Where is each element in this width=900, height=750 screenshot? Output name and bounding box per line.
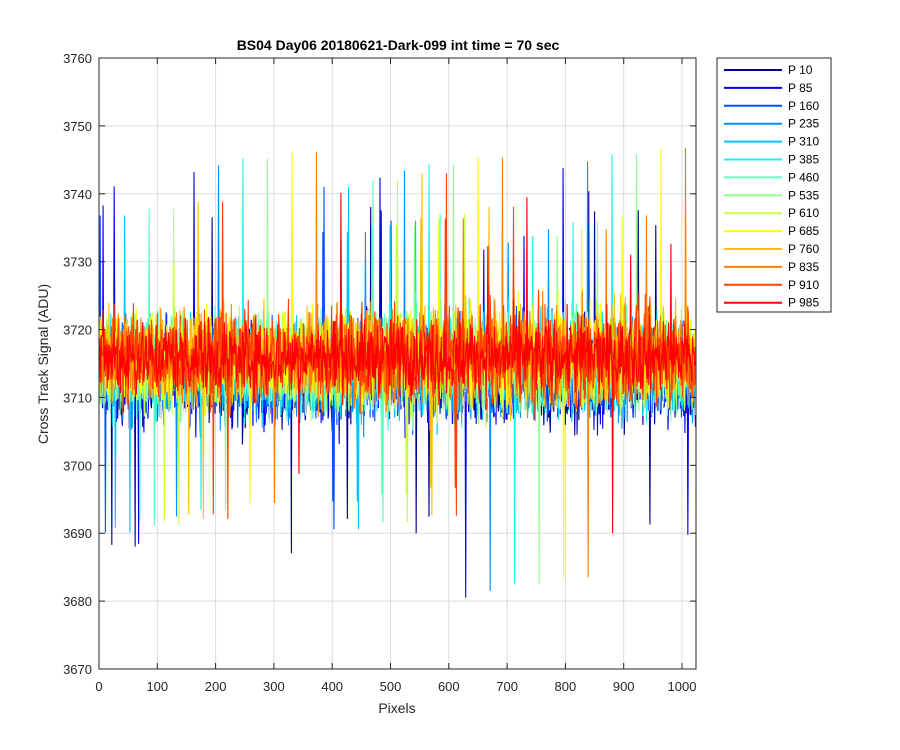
legend: P 10 P 85 P 160 P 235 P 310 P 385 P 460 P 535 P …	[716, 57, 832, 313]
y-tick-labels: 3670 3680 3690 3700 3710 3720 3730 3740 3750 3760	[63, 51, 92, 677]
legend-box	[716, 57, 832, 313]
legend-label: P 835	[788, 260, 819, 274]
y-tick-label: 3730	[63, 255, 92, 270]
legend-label: P 760	[788, 242, 819, 256]
legend-label: P 460	[788, 170, 819, 184]
legend-label: P 535	[788, 188, 819, 202]
legend-label: P 160	[788, 99, 819, 113]
plot-area	[98, 57, 697, 670]
y-tick-label: 3740	[63, 187, 92, 202]
legend-label: P 10	[788, 63, 813, 77]
tick-marks	[98, 57, 696, 670]
x-tick-label: 1000	[668, 679, 697, 694]
x-tick-label: 500	[380, 679, 402, 694]
series-line-p985	[98, 192, 696, 534]
legend-label: P 610	[788, 206, 819, 220]
x-axis-label: Pixels	[378, 700, 415, 716]
x-tick-label: 700	[496, 679, 518, 694]
legend-label: P 85	[788, 81, 813, 95]
chart-title: BS04 Day06 20180621-Dark-099 int time = …	[237, 37, 560, 53]
series-lines	[98, 147, 696, 598]
x-tick-label: 200	[205, 679, 227, 694]
x-tick-labels: 0 100 200 300 400 500 600 700 800 900 1000	[95, 679, 696, 694]
y-tick-label: 3720	[63, 323, 92, 338]
y-tick-label: 3760	[63, 51, 92, 66]
legend-label: P 235	[788, 117, 819, 131]
y-tick-label: 3680	[63, 594, 92, 609]
x-tick-label: 800	[555, 679, 577, 694]
y-tick-label: 3710	[63, 390, 92, 405]
y-tick-label: 3750	[63, 119, 92, 134]
legend-label: P 310	[788, 135, 819, 149]
x-tick-label: 0	[95, 679, 102, 694]
legend-label: P 910	[788, 278, 819, 292]
x-tick-label: 600	[438, 679, 460, 694]
y-axis-label: Cross Track Signal (ADU)	[35, 284, 51, 444]
legend-label: P 685	[788, 224, 819, 238]
axes-box	[98, 57, 697, 670]
x-tick-label: 900	[613, 679, 635, 694]
legend-label: P 985	[788, 296, 819, 310]
x-tick-label: 400	[321, 679, 343, 694]
x-tick-label: 300	[263, 679, 285, 694]
y-tick-label: 3670	[63, 662, 92, 677]
x-tick-label: 100	[146, 679, 168, 694]
y-tick-label: 3690	[63, 526, 92, 541]
y-tick-label: 3700	[63, 458, 92, 473]
legend-label: P 385	[788, 153, 819, 167]
